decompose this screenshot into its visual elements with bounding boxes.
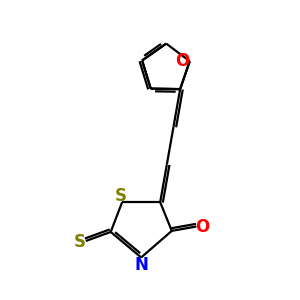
Text: O: O: [195, 218, 209, 236]
Text: S: S: [115, 187, 127, 205]
Text: S: S: [73, 233, 85, 251]
Text: O: O: [175, 52, 190, 70]
Text: N: N: [134, 256, 148, 274]
